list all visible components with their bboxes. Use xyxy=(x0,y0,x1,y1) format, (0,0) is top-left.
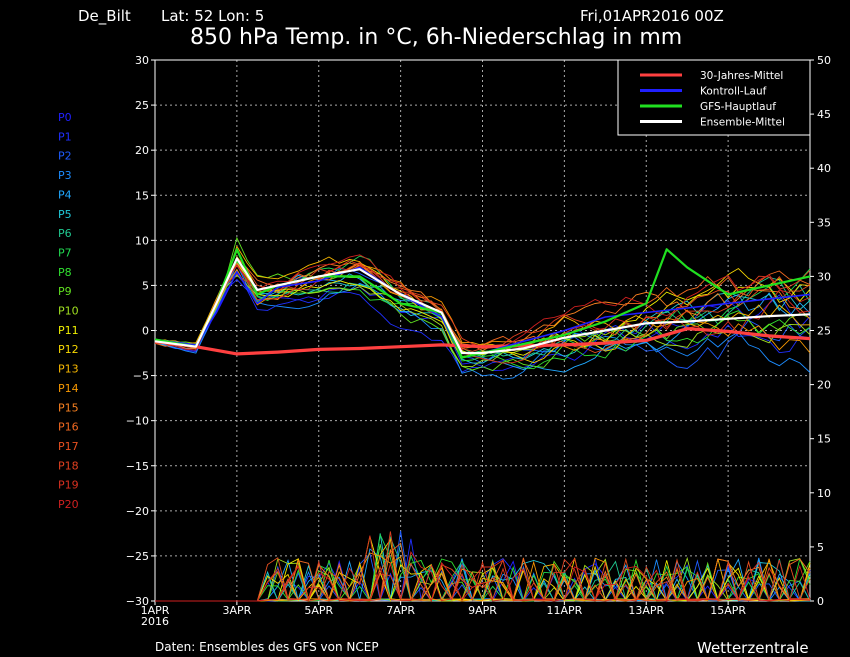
y-right-tick-label: 10 xyxy=(817,487,831,500)
y-right-tick-label: 45 xyxy=(817,108,831,121)
y-right-tick-label: 15 xyxy=(817,433,831,446)
y-left-tick-label: −5 xyxy=(133,370,149,383)
y-left-tick-label: −10 xyxy=(126,415,149,428)
x-tick-label: 13APR xyxy=(628,604,664,617)
member-label: P6 xyxy=(58,227,72,240)
y-right-tick-label: 30 xyxy=(817,270,831,283)
x-tick-label: 5APR xyxy=(304,604,333,617)
y-left-tick-label: 30 xyxy=(135,54,149,67)
member-label: P14 xyxy=(58,382,79,395)
member-label: P3 xyxy=(58,169,72,182)
member-temp-line xyxy=(154,262,811,356)
x-tick-label: 11APR xyxy=(546,604,582,617)
legend-label: GFS-Hauptlauf xyxy=(700,101,776,113)
member-temp-line xyxy=(154,263,811,380)
series--jahres-mittel xyxy=(154,327,811,356)
member-label: P17 xyxy=(58,440,79,453)
data-source: Daten: Ensembles des GFS von NCEP xyxy=(155,640,379,654)
member-precip-line xyxy=(155,535,811,603)
member-label: P15 xyxy=(58,401,79,414)
series-ensemble-mittel xyxy=(154,257,811,355)
y-left-tick-label: 25 xyxy=(135,99,149,112)
x-tick-label: 2016 xyxy=(141,615,169,628)
series-gfs-hauptlauf xyxy=(154,248,811,359)
member-label: P5 xyxy=(58,208,72,221)
member-precip-line xyxy=(155,552,811,602)
member-label: P9 xyxy=(58,285,72,298)
x-tick-label: 9APR xyxy=(468,604,497,617)
y-left-tick-label: −25 xyxy=(126,550,149,563)
chart-title: 850 hPa Temp. in °C, 6h-Niederschlag in … xyxy=(190,25,682,50)
y-left-tick-label: 15 xyxy=(135,189,149,202)
y-right-tick-label: 35 xyxy=(817,216,831,229)
member-label: P18 xyxy=(58,459,79,472)
member-temp-line xyxy=(154,247,811,373)
y-right-tick-label: 25 xyxy=(817,325,831,338)
y-left-tick-label: −20 xyxy=(126,505,149,518)
member-precip-line xyxy=(155,561,811,603)
y-left-tick-label: 10 xyxy=(135,234,149,247)
series-lines xyxy=(154,248,811,359)
x-tick-label: 1APR xyxy=(141,604,170,617)
member-label: P19 xyxy=(58,479,79,492)
member-temp-line xyxy=(154,256,811,348)
y-axis-left: 30 25 20 15 10 5 0 −5 −10 −15 −20 −25 −30 xyxy=(126,54,155,608)
member-label: P16 xyxy=(58,421,79,434)
y-right-tick-label: 5 xyxy=(817,541,824,554)
member-label: P7 xyxy=(58,246,72,259)
y-left-tick-label: 20 xyxy=(135,144,149,157)
member-label: P4 xyxy=(58,188,72,201)
y-right-tick-label: 20 xyxy=(817,379,831,392)
run-time: Fri,01APR2016 00Z xyxy=(580,7,724,25)
y-left-tick-label: 5 xyxy=(142,279,149,292)
member-label: P11 xyxy=(58,324,79,337)
member-spaghetti xyxy=(154,236,811,603)
x-tick-label: 15APR xyxy=(710,604,746,617)
member-label: P2 xyxy=(58,150,72,163)
station-name: De_Bilt xyxy=(78,7,131,26)
member-label: P10 xyxy=(58,305,79,318)
y-right-tick-label: 40 xyxy=(817,162,831,175)
member-label: P12 xyxy=(58,343,79,356)
member-temp-line xyxy=(154,245,811,351)
legend-label: Ensemble-Mittel xyxy=(700,117,785,129)
member-label: P13 xyxy=(58,363,79,376)
member-label: P1 xyxy=(58,130,72,143)
station-location: Lat: 52 Lon: 5 xyxy=(161,7,264,25)
legend-label: Kontroll-Lauf xyxy=(700,86,767,98)
y-left-tick-label: −30 xyxy=(126,595,149,608)
y-right-tick-label: 0 xyxy=(817,595,824,608)
legend-label: 30-Jahres-Mittel xyxy=(700,70,783,82)
y-left-tick-label: −15 xyxy=(126,460,149,473)
member-label: P0 xyxy=(58,111,72,124)
member-label: P20 xyxy=(58,498,79,511)
legend: 30-Jahres-Mittel Kontroll-Lauf GFS-Hauptla… xyxy=(617,59,811,136)
x-axis: 1APR2016 3APR 5APR 7APR 9APR 11APR 13APR 15APR xyxy=(141,601,746,628)
member-label: P8 xyxy=(58,266,72,279)
x-tick-label: 3APR xyxy=(222,604,251,617)
y-left-tick-label: 0 xyxy=(142,325,149,338)
y-right-tick-label: 50 xyxy=(817,54,831,67)
member-temp-line xyxy=(154,259,811,370)
brand-name: Wetterzentrale xyxy=(697,639,809,657)
member-list: P0 P1 P2 P3 P4 P5 P6 P7 P8 P9 P10 P11 P12 P13 P14 P15 P1… xyxy=(58,111,79,511)
x-tick-label: 7APR xyxy=(386,604,415,617)
